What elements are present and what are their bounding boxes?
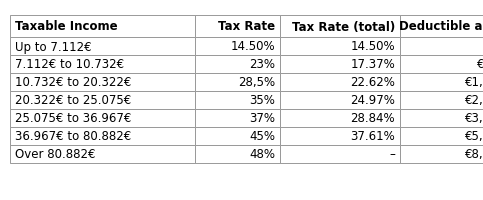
Text: €8,401.21: €8,401.21 (465, 148, 483, 161)
Text: Taxable Income: Taxable Income (15, 20, 118, 33)
Text: 36.967€ to 80.882€: 36.967€ to 80.882€ (15, 130, 131, 143)
Text: 22.62%: 22.62% (350, 76, 395, 89)
Text: 37%: 37% (249, 112, 275, 125)
Text: 14.50%: 14.50% (350, 40, 395, 53)
Text: 28.84%: 28.84% (350, 112, 395, 125)
Text: €5,974.54: €5,974.54 (465, 130, 483, 143)
Text: Deductible amount: Deductible amount (399, 20, 483, 33)
Text: 48%: 48% (249, 148, 275, 161)
Text: Tax Rate (total): Tax Rate (total) (292, 20, 395, 33)
Text: 24.97%: 24.97% (350, 94, 395, 107)
Text: 25.075€ to 36.967€: 25.075€ to 36.967€ (15, 112, 131, 125)
Text: 14.50%: 14.50% (230, 40, 275, 53)
Text: Over 80.882€: Over 80.882€ (15, 148, 96, 161)
Text: 10.732€ to 20.322€: 10.732€ to 20.322€ (15, 76, 131, 89)
Text: 7.112€ to 10.732€: 7.112€ to 10.732€ (15, 58, 124, 71)
Text: Tax Rate: Tax Rate (218, 20, 275, 33)
Text: 35%: 35% (249, 94, 275, 107)
Text: 37.61%: 37.61% (350, 130, 395, 143)
Text: –: – (389, 148, 395, 161)
Text: €3,017.27: €3,017.27 (465, 112, 483, 125)
Text: 20.322€ to 25.075€: 20.322€ to 25.075€ (15, 94, 131, 107)
Text: 23%: 23% (249, 58, 275, 71)
Text: €2,515.63: €2,515.63 (466, 94, 483, 107)
Text: 28,5%: 28,5% (238, 76, 275, 89)
Text: 17.37%: 17.37% (350, 58, 395, 71)
Text: Up to 7.112€: Up to 7.112€ (15, 40, 92, 53)
Text: 45%: 45% (249, 130, 275, 143)
Text: €1,194.80: €1,194.80 (465, 76, 483, 89)
Text: €604.54: €604.54 (477, 58, 483, 71)
